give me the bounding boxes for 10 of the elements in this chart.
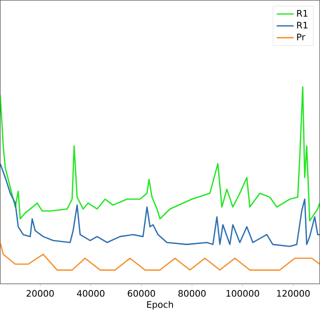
x-tick-label: 120000 (277, 290, 310, 297)
x-tick-label: 40000 (76, 290, 104, 297)
legend-label: R1 (297, 22, 308, 29)
legend-label: R1 (297, 10, 308, 17)
legend-label: Pr (297, 34, 306, 40)
x-tick-label: 80000 (178, 290, 206, 297)
x-tick-label: 60000 (128, 290, 156, 297)
x-tick-label: 100000 (226, 290, 260, 297)
x-axis-title: Epoch (147, 301, 173, 310)
x-tick-label: 20000 (26, 290, 54, 297)
